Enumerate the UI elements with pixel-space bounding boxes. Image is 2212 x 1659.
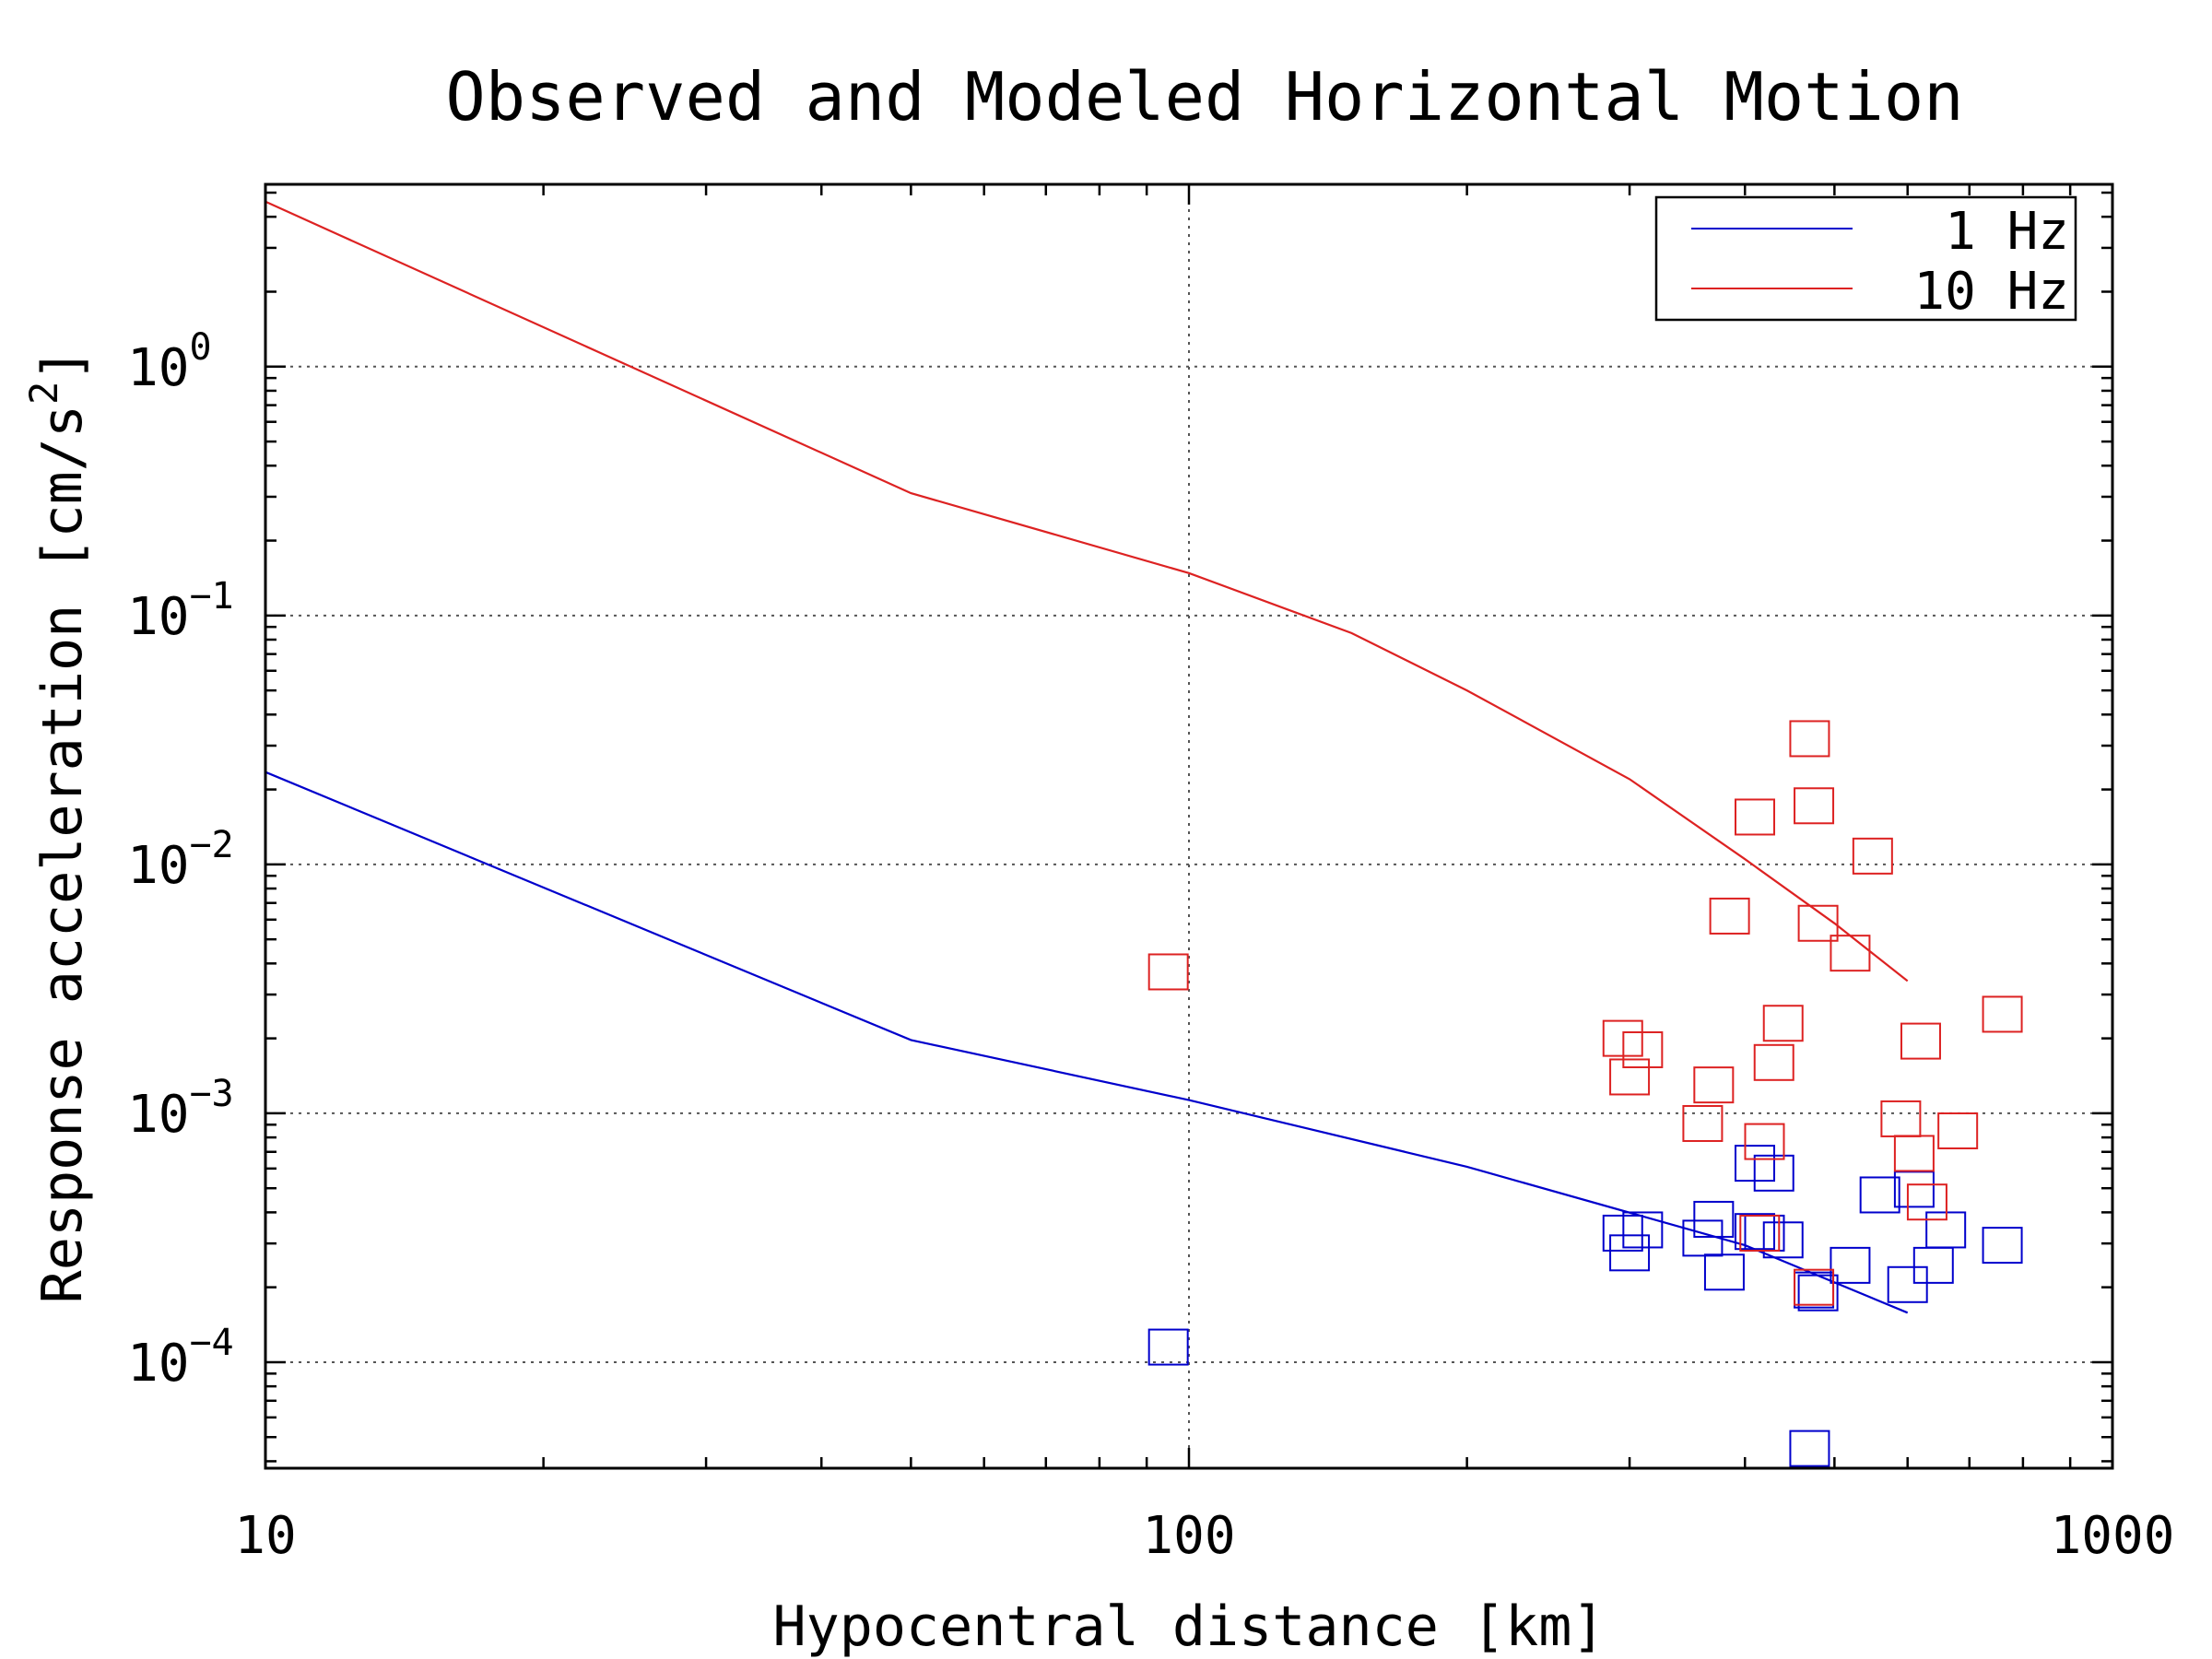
observed-point-1hz bbox=[1609, 1234, 1651, 1272]
observed-point-10hz bbox=[1937, 1112, 1979, 1149]
grid bbox=[265, 184, 2112, 1468]
legend: 1 Hz 10 Hz bbox=[1654, 195, 2077, 322]
observed-point-10hz bbox=[1762, 1005, 1804, 1042]
observed-point-10hz bbox=[1622, 1030, 1664, 1068]
observed-point-1hz bbox=[1887, 1265, 1928, 1303]
observed-point-1hz bbox=[1622, 1211, 1664, 1249]
x-axis-label: Hypocentral distance [km] bbox=[772, 1594, 1605, 1659]
y-tick-label-exponent: −1 bbox=[189, 575, 233, 618]
legend-label-10hz: 10 Hz bbox=[1913, 262, 2069, 322]
observed-point-1hz bbox=[1762, 1221, 1804, 1259]
observed-point-10hz bbox=[1852, 837, 1893, 875]
observed-point-10hz bbox=[1147, 953, 1189, 991]
observed-point-10hz bbox=[1893, 1135, 1935, 1172]
observed-point-10hz bbox=[1609, 1058, 1651, 1096]
observed-point-1hz bbox=[1735, 1213, 1776, 1251]
y-tick-label: 100 bbox=[127, 326, 212, 398]
y-tick-label: 10−3 bbox=[127, 1073, 234, 1145]
plot-frame bbox=[264, 182, 2114, 1470]
observed-point-1hz bbox=[1912, 1246, 1954, 1284]
y-tick-label-base: 10 bbox=[127, 338, 189, 398]
x-tick-label: 10 bbox=[234, 1506, 296, 1566]
observed-point-10hz bbox=[1982, 995, 2023, 1033]
y-tick-label: 10−4 bbox=[127, 1322, 234, 1394]
x-tick-label: 100 bbox=[1142, 1506, 1235, 1566]
observed-point-1hz bbox=[1147, 1328, 1189, 1366]
y-tick-label: 10−2 bbox=[127, 824, 234, 896]
y-tick-label: 10−1 bbox=[127, 575, 234, 647]
observed-point-10hz bbox=[1794, 1268, 1835, 1306]
chart-title: Observed and Modeled Horizontal Motion bbox=[445, 58, 1963, 135]
observed-point-10hz bbox=[1797, 904, 1839, 942]
observed-point-10hz bbox=[1753, 1043, 1794, 1081]
observed-point-1hz bbox=[1789, 1430, 1830, 1467]
observed-point-1hz bbox=[1794, 1271, 1835, 1309]
observed-point-10hz bbox=[1900, 1022, 1941, 1060]
legend-label-1hz: 1 Hz bbox=[1945, 202, 2069, 262]
y-tick-label-base: 10 bbox=[127, 1085, 189, 1145]
y-tick-label-base: 10 bbox=[127, 836, 189, 896]
model-line-10hz bbox=[265, 200, 1909, 982]
observed-point-1hz bbox=[1797, 1274, 1839, 1312]
y-tick-label-base: 10 bbox=[127, 1334, 189, 1394]
observed-point-1hz bbox=[1753, 1154, 1794, 1192]
observed-point-1hz bbox=[1982, 1227, 2023, 1265]
observed-point-10hz bbox=[1789, 720, 1830, 758]
y-axis-label-end: ] bbox=[30, 348, 95, 382]
y-tick-label-base: 10 bbox=[127, 587, 189, 647]
y-axis-label-sup: 2 bbox=[21, 382, 66, 405]
observed-point-1hz bbox=[1893, 1171, 1935, 1208]
observed-point-10hz bbox=[1709, 897, 1750, 935]
series-layer bbox=[265, 200, 2023, 1467]
y-axis-label: Response acceleration [cm/s2] bbox=[21, 348, 95, 1304]
x-tick-label: 1000 bbox=[2051, 1506, 2175, 1566]
legend-box bbox=[1654, 195, 2077, 322]
observed-point-10hz bbox=[1830, 935, 1871, 972]
observed-point-1hz bbox=[1693, 1200, 1735, 1238]
observed-point-1hz bbox=[1703, 1253, 1745, 1291]
observed-point-10hz bbox=[1693, 1066, 1735, 1104]
observed-point-10hz bbox=[1744, 1123, 1785, 1160]
observed-point-10hz bbox=[1682, 1104, 1724, 1142]
observed-point-1hz bbox=[1859, 1176, 1900, 1214]
observed-point-10hz bbox=[1880, 1100, 1922, 1137]
observed-point-10hz bbox=[1735, 798, 1776, 836]
y-tick-label-exponent: −3 bbox=[189, 1073, 233, 1115]
y-tick-label-exponent: −2 bbox=[189, 824, 233, 866]
observed-point-1hz bbox=[1830, 1246, 1871, 1284]
y-axis-label-main: Response acceleration [cm/s bbox=[30, 405, 95, 1303]
y-tick-label-exponent: 0 bbox=[189, 326, 211, 369]
observed-point-10hz bbox=[1739, 1214, 1781, 1252]
y-tick-label-exponent: −4 bbox=[189, 1322, 233, 1364]
observed-point-10hz bbox=[1906, 1183, 1947, 1221]
observed-point-1hz bbox=[1682, 1219, 1724, 1257]
observed-point-10hz bbox=[1794, 787, 1835, 825]
